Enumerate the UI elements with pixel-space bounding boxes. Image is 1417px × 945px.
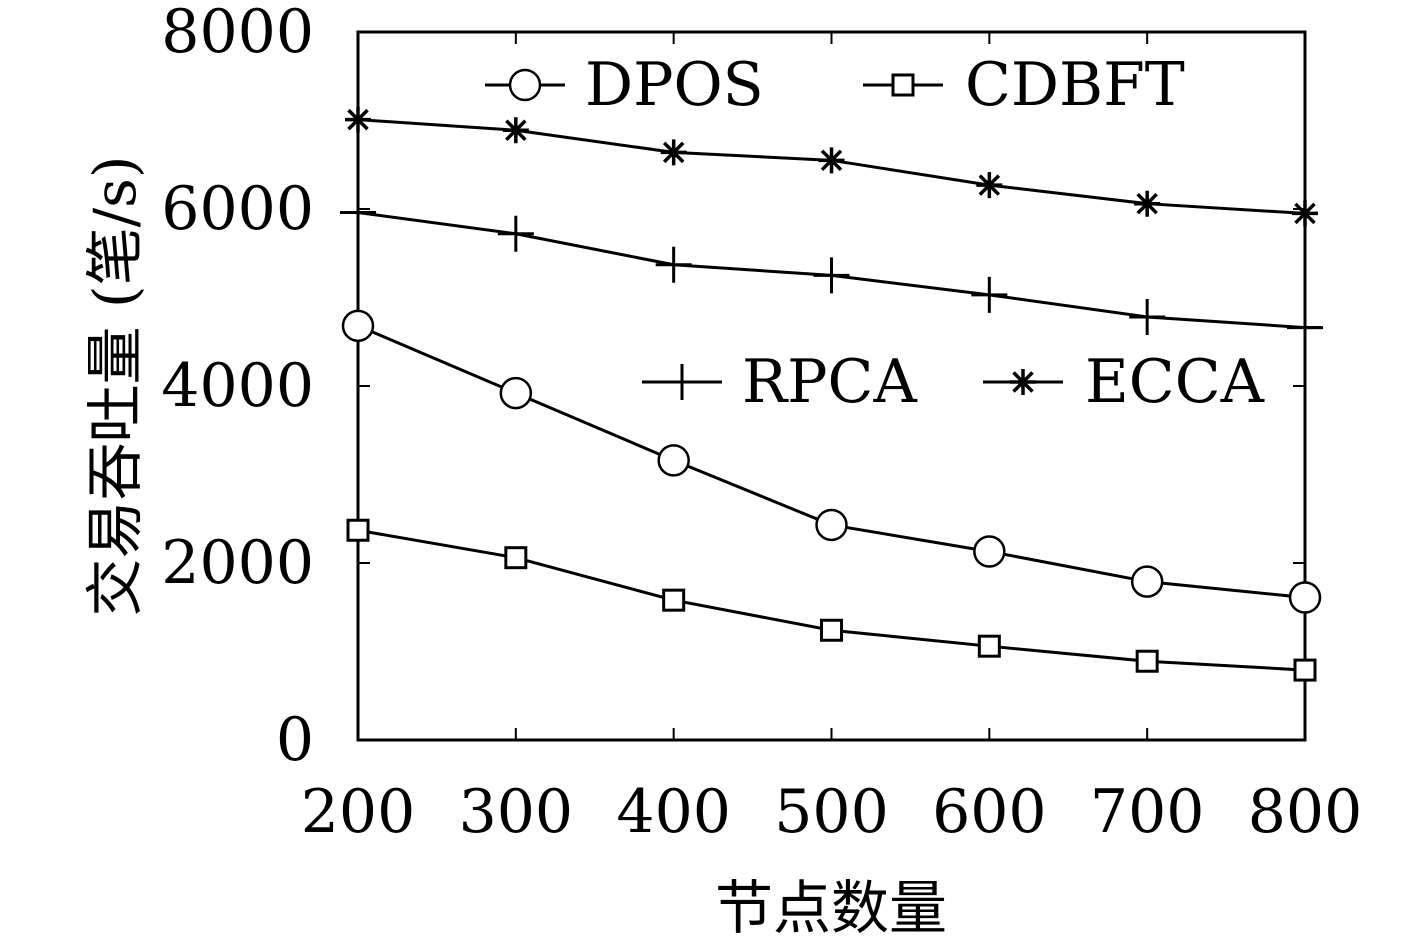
data-point-cdbft xyxy=(1135,649,1159,673)
y-tick-label: 2000 xyxy=(161,528,314,598)
series-ecca xyxy=(345,106,1318,227)
legend-marker-rpca xyxy=(664,364,700,400)
data-point-cdbft xyxy=(820,618,843,642)
data-point-dpos xyxy=(1288,581,1322,614)
x-tick-label: 400 xyxy=(616,777,731,847)
data-point-dpos xyxy=(815,508,848,542)
legend-label-rpca: RPCA xyxy=(742,347,917,417)
data-point-ecca xyxy=(976,172,1003,199)
data-point-ecca xyxy=(502,117,529,144)
data-point-cdbft xyxy=(662,588,686,612)
legend-item-ecca: ECCA xyxy=(983,347,1265,417)
legend-marker-ecca xyxy=(1010,369,1036,395)
x-tick-label: 800 xyxy=(1248,777,1363,847)
x-tick-label: 700 xyxy=(1090,777,1205,847)
data-point-dpos xyxy=(973,535,1006,568)
data-point-dpos xyxy=(341,309,375,343)
data-point-rpca xyxy=(655,246,692,283)
data-point-ecca xyxy=(1134,190,1161,217)
data-point-dpos xyxy=(499,376,533,410)
x-tick-label: 200 xyxy=(301,777,416,847)
y-tick-label: 6000 xyxy=(161,174,314,244)
x-tick-label: 600 xyxy=(932,777,1047,847)
data-point-cdbft xyxy=(1293,658,1317,682)
legend-marker-dpos xyxy=(508,68,542,102)
legend-label-ecca: ECCA xyxy=(1085,347,1265,417)
data-point-ecca xyxy=(1292,200,1318,227)
legend-label-dpos: DPOS xyxy=(585,50,764,120)
data-point-rpca xyxy=(1129,298,1166,335)
data-point-cdbft xyxy=(977,634,1001,658)
y-axis-title: 交易吞吐量 (笔/s) xyxy=(81,156,149,617)
data-point-cdbft xyxy=(504,546,528,570)
y-tick-label: 8000 xyxy=(161,0,314,67)
data-point-cdbft xyxy=(346,518,370,542)
legend-item-cdbft: CDBFT xyxy=(863,50,1185,120)
data-point-rpca xyxy=(497,215,534,252)
data-point-rpca xyxy=(971,276,1008,313)
series-rpca xyxy=(340,194,1323,346)
x-axis-title: 节点数量 xyxy=(715,874,947,942)
series-line-cdbft xyxy=(357,528,1306,672)
data-point-ecca xyxy=(818,147,845,174)
legend: DPOS CDBFT RPCA ECCA xyxy=(485,50,1265,417)
legend-item-dpos: DPOS xyxy=(485,50,764,120)
data-point-rpca xyxy=(340,194,376,231)
legend-label-cdbft: CDBFT xyxy=(965,50,1185,120)
data-point-rpca xyxy=(813,257,850,294)
legend-marker-cdbft xyxy=(891,73,915,97)
data-point-ecca xyxy=(345,106,371,133)
series-cdbft xyxy=(346,518,1317,682)
data-point-ecca xyxy=(660,139,687,166)
series-dpos xyxy=(341,309,1322,614)
y-tick-label: 4000 xyxy=(161,351,314,421)
x-tick-label: 500 xyxy=(774,777,889,847)
data-point-dpos xyxy=(657,444,690,477)
series-layer xyxy=(340,106,1323,682)
data-point-dpos xyxy=(1130,565,1164,598)
x-tick-label: 300 xyxy=(459,777,574,847)
y-tick-label: 0 xyxy=(276,705,314,775)
legend-item-rpca: RPCA xyxy=(642,347,917,417)
